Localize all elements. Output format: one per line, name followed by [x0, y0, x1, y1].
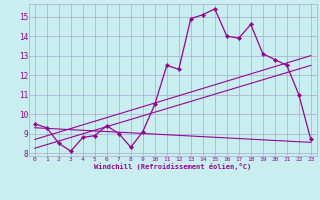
X-axis label: Windchill (Refroidissement éolien,°C): Windchill (Refroidissement éolien,°C): [94, 163, 252, 170]
